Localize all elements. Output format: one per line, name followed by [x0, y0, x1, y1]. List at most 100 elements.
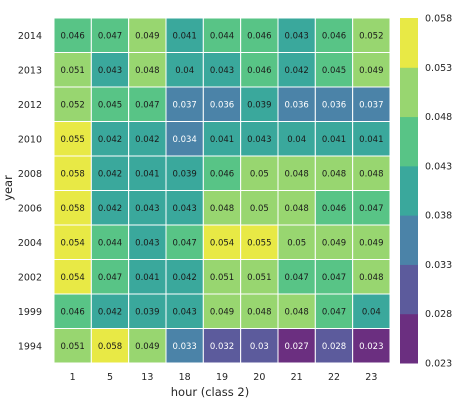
cell-value-label: 0.047 [322, 307, 346, 317]
heatmap-cell [240, 259, 279, 295]
heatmap-cell [90, 293, 130, 329]
cell-value-label: 0.049 [322, 238, 346, 248]
cell-value-label: 0.048 [284, 307, 308, 317]
heatmap-cell [277, 259, 316, 295]
heatmap-cell [352, 190, 391, 226]
heatmap-cell [352, 155, 391, 191]
cell-value-label: 0.046 [322, 31, 346, 41]
cell-value-label: 0.058 [60, 169, 84, 179]
cell-value-label: 0.055 [60, 135, 84, 145]
y-tick-label: 2013 [18, 65, 42, 76]
heatmap-cell [53, 293, 92, 329]
heatmap-cell [128, 52, 167, 88]
colorbar: 0.058 0.053 0.048 0.043 0.038 0.033 0.028 0.023 [400, 14, 452, 370]
y-tick-label: 2008 [18, 169, 42, 180]
cell-value-label: 0.047 [98, 31, 122, 41]
cell-value-label: 0.041 [172, 31, 196, 41]
cell-value-label: 0.028 [322, 342, 346, 352]
heatmap-cell [128, 86, 167, 122]
heatmap-cell [165, 259, 204, 295]
cell-value-label: 0.042 [98, 204, 122, 214]
heatmap-cell [128, 259, 167, 295]
y-tick-label: 2006 [18, 203, 42, 214]
cell-value-label: 0.043 [98, 66, 122, 76]
cell-value-label: 0.03 [250, 342, 269, 352]
x-tick-label: 1 [70, 372, 76, 383]
heatmap-cell [165, 121, 204, 157]
heatmap-cell [202, 328, 242, 364]
heatmap-cell [277, 293, 316, 329]
cell-value-label: 0.043 [284, 31, 308, 41]
heatmap-cell [352, 121, 391, 157]
colorbar-segment [400, 215, 418, 265]
colorbar-tick-label: 0.043 [425, 161, 452, 172]
cell-value-label: 0.043 [172, 307, 196, 317]
cell-value-label: 0.023 [359, 342, 383, 352]
heatmap-cell [53, 259, 92, 295]
cell-value-label: 0.049 [135, 31, 159, 41]
cell-value-label: 0.047 [359, 204, 383, 214]
heatmap-cell [53, 17, 92, 53]
cell-value-label: 0.048 [359, 169, 383, 179]
cell-value-label: 0.046 [60, 31, 84, 41]
cell-value-label: 0.049 [359, 66, 383, 76]
heatmap-cell [202, 293, 242, 329]
heatmap-cell [314, 328, 354, 364]
heatmap-cell [165, 293, 204, 329]
heatmap-cell [128, 328, 167, 364]
cell-value-label: 0.041 [210, 135, 234, 145]
heatmap-cell [240, 155, 279, 191]
cell-value-label: 0.041 [322, 135, 346, 145]
colorbar-tick-label: 0.048 [425, 112, 452, 123]
heatmap-cell [165, 190, 204, 226]
colorbar-segment [400, 18, 418, 68]
cell-value-label: 0.041 [359, 135, 383, 145]
cell-value-label: 0.05 [250, 169, 269, 179]
heatmap-cell [314, 17, 354, 53]
cell-value-label: 0.04 [287, 135, 306, 145]
heatmap-cell [202, 86, 242, 122]
heatmap-cell [53, 328, 92, 364]
cell-value-label: 0.048 [210, 204, 234, 214]
cell-value-label: 0.048 [284, 169, 308, 179]
heatmap-cell [53, 224, 92, 260]
heatmap-cell [128, 190, 167, 226]
heatmap-cell [202, 259, 242, 295]
colorbar-segment [400, 264, 418, 315]
colorbar-tick-label: 0.028 [425, 309, 452, 320]
heatmap-cells: 0.046 0.047 0.049 0.041 0.044 0.046 0.043 0.046… [53, 17, 391, 364]
cell-value-label: 0.042 [135, 135, 159, 145]
y-tick-label: 2002 [18, 272, 42, 283]
cell-value-label: 0.042 [172, 273, 196, 283]
heatmap-cell [53, 121, 92, 157]
cell-value-label: 0.036 [210, 100, 234, 110]
colorbar-segment [400, 67, 418, 118]
cell-value-label: 0.048 [322, 169, 346, 179]
cell-value-label: 0.048 [359, 273, 383, 283]
y-tick-label: 2012 [18, 100, 42, 111]
heatmap-cell [277, 224, 316, 260]
cell-value-label: 0.05 [287, 238, 306, 248]
cell-value-label: 0.047 [135, 100, 159, 110]
heatmap-cell [53, 86, 92, 122]
cell-value-label: 0.046 [60, 307, 84, 317]
x-tick-label: 19 [216, 372, 228, 383]
cell-value-label: 0.049 [135, 342, 159, 352]
cell-value-label: 0.047 [322, 273, 346, 283]
cell-value-label: 0.051 [210, 273, 234, 283]
cell-value-label: 0.049 [210, 307, 234, 317]
cell-value-label: 0.042 [98, 307, 122, 317]
heatmap-cell [240, 328, 279, 364]
cell-value-label: 0.054 [60, 273, 84, 283]
colorbar-tick-label: 0.038 [425, 211, 452, 222]
heatmap-cell [90, 121, 130, 157]
y-tick-label: 2004 [18, 238, 42, 249]
cell-value-label: 0.037 [172, 100, 196, 110]
heatmap-cell [53, 190, 92, 226]
x-tick-label: 18 [179, 372, 191, 383]
heatmap-cell [53, 52, 92, 88]
colorbar-tick-label: 0.023 [425, 359, 452, 370]
heatmap-cell [90, 17, 130, 53]
cell-value-label: 0.046 [322, 204, 346, 214]
